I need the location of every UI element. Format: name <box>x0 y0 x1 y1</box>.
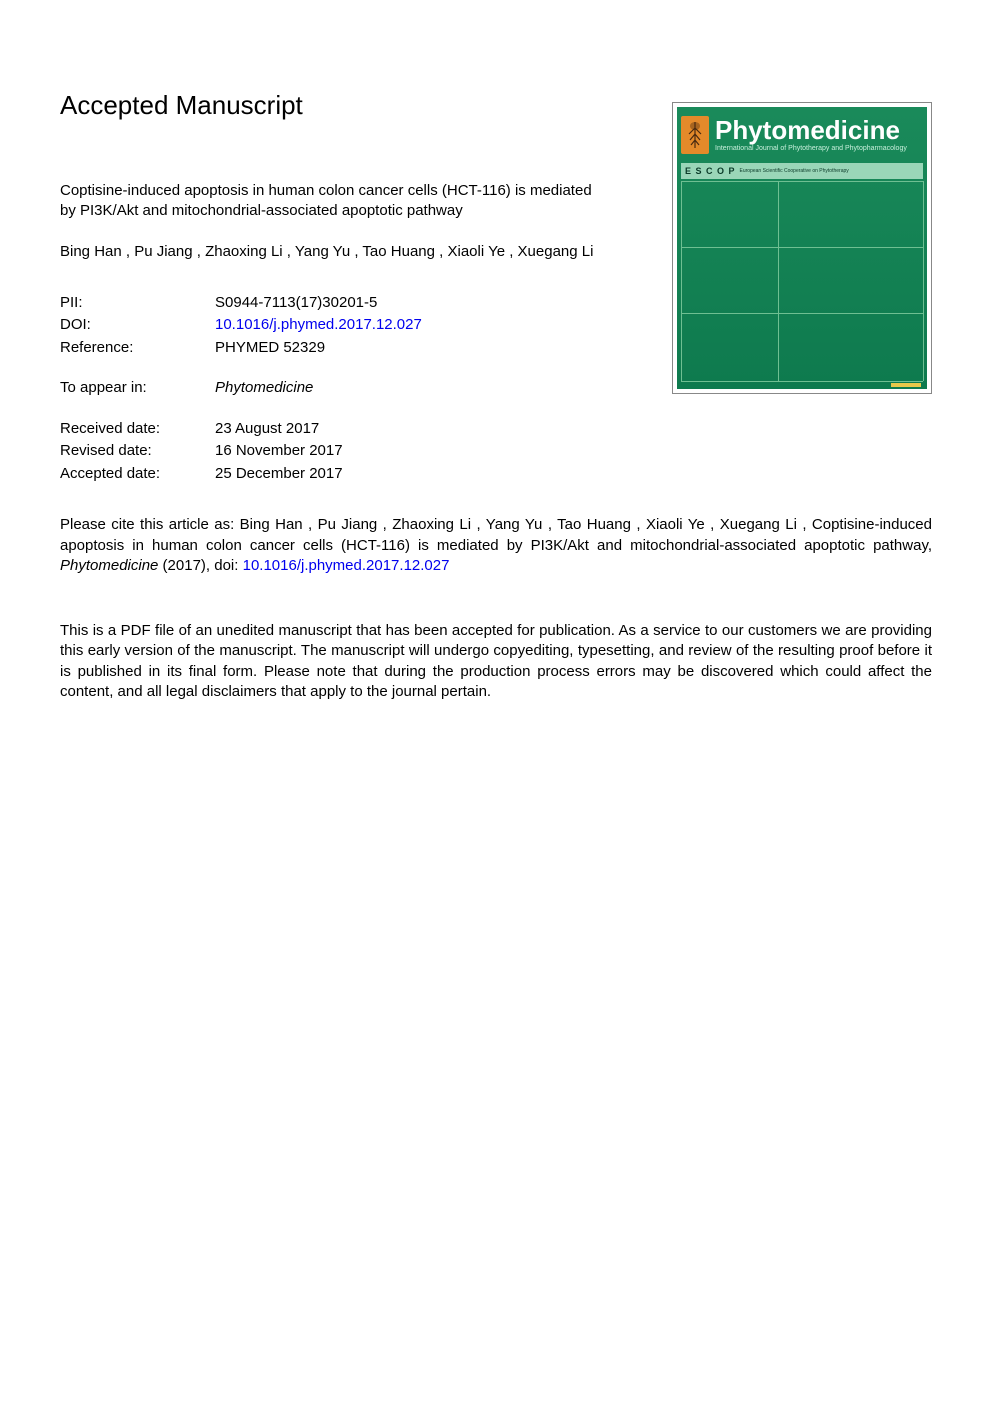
citation-text: Please cite this article as: Bing Han , … <box>60 516 932 553</box>
cover-journal-name: Phytomedicine <box>715 117 907 143</box>
doi-label: DOI: <box>60 314 215 337</box>
to-appear-value: Phytomedicine <box>215 377 313 400</box>
accepted-row: Accepted date: 25 December 2017 <box>60 463 932 486</box>
cover-escop-label: E S C O P <box>685 166 736 176</box>
citation-doi-link[interactable]: 10.1016/j.phymed.2017.12.027 <box>243 557 450 574</box>
disclaimer-paragraph: This is a PDF file of an unedited manusc… <box>60 621 932 702</box>
cover-header: Phytomedicine International Journal of P… <box>681 111 923 159</box>
revised-label: Revised date: <box>60 440 215 463</box>
pii-value: S0944-7113(17)30201-5 <box>215 292 377 315</box>
cover-escop-sub: European Scientific Cooperative on Phyto… <box>740 169 849 174</box>
pii-label: PII: <box>60 292 215 315</box>
revised-row: Revised date: 16 November 2017 <box>60 440 932 463</box>
citation-paragraph: Please cite this article as: Bing Han , … <box>60 515 932 576</box>
cover-subtitle: International Journal of Phytotherapy an… <box>715 145 907 153</box>
cover-mark-icon <box>891 383 921 387</box>
reference-label: Reference: <box>60 337 215 360</box>
dates-block: Received date: 23 August 2017 Revised da… <box>60 418 932 486</box>
article-title: Coptisine-induced apoptosis in human col… <box>60 181 600 222</box>
accepted-label: Accepted date: <box>60 463 215 486</box>
received-value: 23 August 2017 <box>215 418 319 441</box>
citation-year: (2017), doi: <box>158 557 242 574</box>
received-label: Received date: <box>60 418 215 441</box>
article-authors: Bing Han , Pu Jiang , Zhaoxing Li , Yang… <box>60 242 600 262</box>
cover-escop-band: E S C O P European Scientific Cooperativ… <box>681 163 923 179</box>
accepted-value: 25 December 2017 <box>215 463 343 486</box>
doi-link[interactable]: 10.1016/j.phymed.2017.12.027 <box>215 314 422 337</box>
cover-grid <box>681 181 923 381</box>
to-appear-label: To appear in: <box>60 377 215 400</box>
revised-value: 16 November 2017 <box>215 440 343 463</box>
received-row: Received date: 23 August 2017 <box>60 418 932 441</box>
elsevier-tree-icon <box>681 116 709 154</box>
journal-cover-thumbnail: Phytomedicine International Journal of P… <box>672 102 932 394</box>
cover-title-block: Phytomedicine International Journal of P… <box>715 117 907 153</box>
citation-journal: Phytomedicine <box>60 557 158 574</box>
reference-value: PHYMED 52329 <box>215 337 325 360</box>
